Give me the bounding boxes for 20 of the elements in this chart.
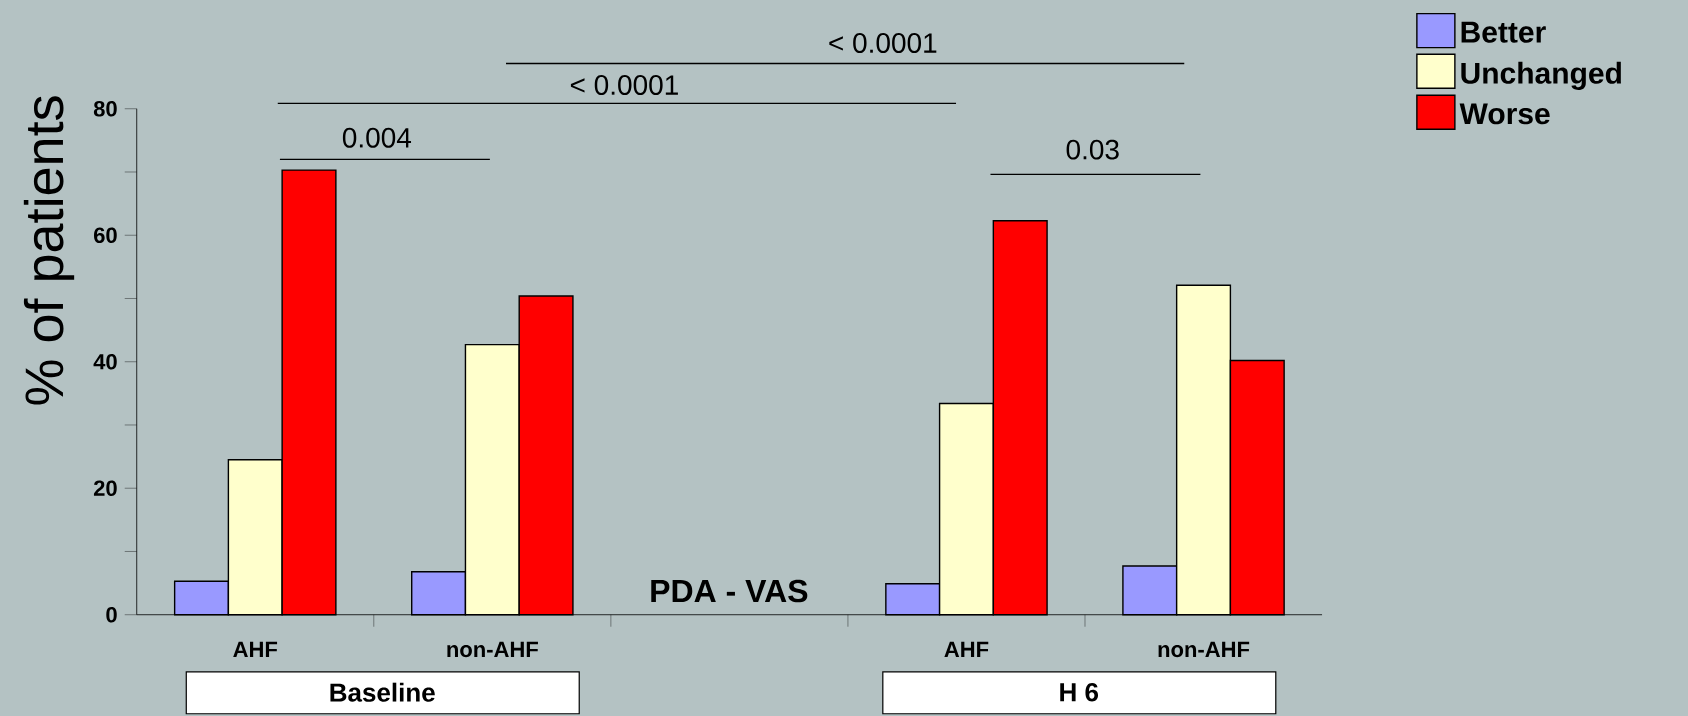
y-axis-title: % of patients (23, 96, 75, 405)
y-tick-label: 0 (106, 606, 117, 623)
x-tick-label: AHF (944, 641, 989, 657)
text: < 0.0001 (570, 75, 678, 95)
y-tick-label: 20 (93, 480, 117, 497)
text: Baseline (330, 682, 435, 702)
annotation: 0.004 (342, 127, 412, 148)
x-tick-label: non-AHF (447, 641, 538, 658)
x-tick-label: AHF (233, 641, 278, 657)
legend-label: Better (1461, 21, 1546, 43)
legend-label: Unchanged (1461, 61, 1621, 90)
annotation: 0.03 (1066, 139, 1119, 160)
y-tick-label: 80 (93, 100, 117, 117)
legend-label: Worse (1459, 103, 1550, 125)
y-tick-label: 60 (94, 227, 117, 244)
text: H 6 (1060, 683, 1099, 702)
annotation: PDA - VAS (651, 579, 808, 603)
y-tick-label: 40 (93, 353, 117, 370)
x-tick-label: non-AHF (1158, 641, 1250, 658)
text: < 0.0001 (829, 33, 937, 53)
